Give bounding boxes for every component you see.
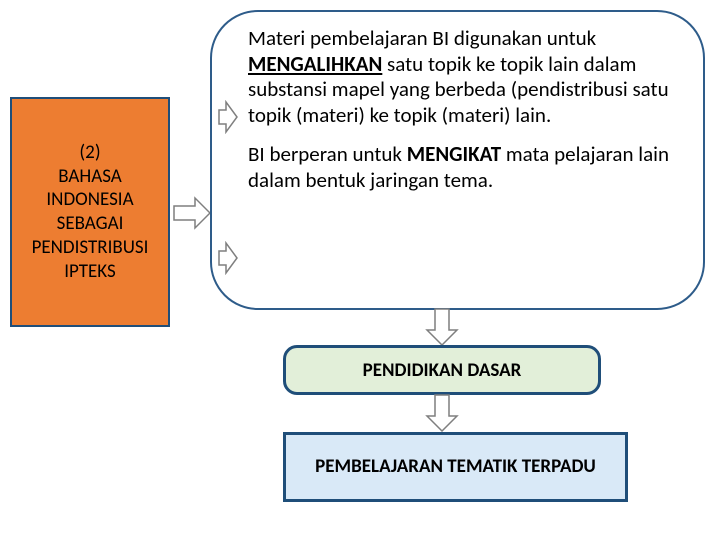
arrow-down-icon	[425, 308, 459, 346]
bottom-box: PEMBELAJARAN TEMATIK TERPADU	[283, 432, 628, 502]
bullet-arrow-icon	[218, 100, 238, 134]
para1-bold: MENGALIHKAN	[248, 51, 382, 77]
para2-pre: BI berperan untuk	[248, 141, 407, 167]
left-box-text: (2)BAHASA INDONESIA SEBAGAI PENDISTRIBUS…	[20, 141, 160, 284]
left-source-box: (2)BAHASA INDONESIA SEBAGAI PENDISTRIBUS…	[10, 97, 170, 327]
arrow-down-icon	[425, 394, 459, 432]
main-para-1: Materi pembelajaran BI digunakan untuk M…	[248, 26, 675, 128]
bullet-arrow-icon	[218, 241, 238, 275]
main-para-2: BI berperan untuk MENGIKAT mata pelajara…	[248, 142, 675, 193]
arrow-right-icon	[173, 196, 211, 230]
para1-pre: Materi pembelajaran BI digunakan untuk	[248, 25, 596, 51]
bottom-box-text: PEMBELAJARAN TEMATIK TERPADU	[315, 455, 596, 479]
mid-box-text: PENDIDIKAN DASAR	[363, 359, 522, 382]
mid-box: PENDIDIKAN DASAR	[283, 345, 601, 395]
main-description-box: Materi pembelajaran BI digunakan untuk M…	[210, 10, 705, 310]
para2-bold: MENGIKAT	[407, 141, 501, 167]
